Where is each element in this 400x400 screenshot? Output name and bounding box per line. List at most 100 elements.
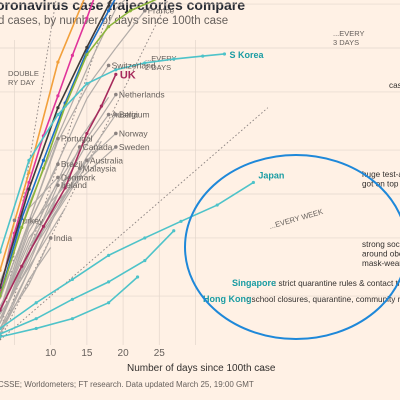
grey-series-endpoint <box>106 112 111 117</box>
highlight-ellipse <box>184 154 400 340</box>
series-label-s-korea: S Korea <box>229 50 264 60</box>
guide-label: RY DAY <box>8 78 35 87</box>
source-footnote: CSSE; Worldometers; FT research. Data up… <box>0 380 254 389</box>
series-point <box>34 301 38 305</box>
grey-series-label: Ireland <box>61 180 87 190</box>
series-line-us <box>0 0 95 291</box>
grey-series-line <box>0 138 59 311</box>
series-line-japan <box>0 181 254 330</box>
series-label-japan: Japan <box>258 170 284 180</box>
series-point <box>0 332 2 336</box>
series-point <box>27 158 31 162</box>
series-point <box>27 180 31 185</box>
series-point <box>41 158 46 162</box>
series-point <box>114 68 118 72</box>
grey-series-endpoint <box>12 218 17 223</box>
series-point <box>20 225 24 230</box>
series-label-uk: UK <box>120 69 136 81</box>
series-line-italy <box>0 0 112 288</box>
series-point <box>0 294 2 298</box>
x-tick-label: 25 <box>154 348 166 359</box>
annotation-text: : school closures, quarantine, community… <box>247 295 400 304</box>
annotation-text: mask-wearin <box>362 259 400 268</box>
series-line-chi <box>0 0 85 271</box>
series-point <box>85 82 89 86</box>
annotation-text: : strict quarantine rules & contact trac… <box>274 279 400 288</box>
grey-series-endpoint <box>56 183 60 187</box>
grey-series-label: Norway <box>119 128 149 138</box>
annotation-text: got on top of <box>362 180 400 189</box>
series-point <box>27 171 31 175</box>
series-point <box>172 57 176 61</box>
x-axis-arrow: → <box>257 363 267 374</box>
series-point <box>201 54 205 58</box>
highlighted-series-lines <box>0 0 255 339</box>
series-point <box>143 61 147 65</box>
series-point <box>41 166 46 170</box>
guide-label: DOUBLE <box>8 69 39 78</box>
series-point <box>27 187 31 191</box>
grey-series-line <box>0 96 110 311</box>
guide-label: ...EVERY <box>145 54 177 63</box>
series-point <box>85 45 89 49</box>
grey-series-line <box>0 247 52 335</box>
grey-series-label: Switzerland <box>112 60 156 70</box>
series-line-singapore <box>0 230 175 335</box>
series-point <box>107 253 111 257</box>
series-point <box>56 112 60 117</box>
guide-label: 3 DAYS <box>333 38 359 47</box>
series-point <box>0 250 2 254</box>
series-labels: GermanyFranceSwitzerlandNetherlandsAustr… <box>12 6 400 304</box>
series-point <box>0 335 2 339</box>
series-point <box>107 280 111 284</box>
grey-series-label: Turkey <box>17 215 43 225</box>
series-point <box>70 277 74 282</box>
grey-series-lines <box>0 0 146 335</box>
grey-series-endpoint <box>114 112 118 117</box>
series-point <box>85 53 89 57</box>
series-point <box>143 236 147 240</box>
series-point <box>56 94 60 98</box>
series-point <box>107 25 111 29</box>
grey-series-endpoint <box>106 63 111 68</box>
series-point <box>20 264 24 268</box>
grey-series-line <box>0 237 52 329</box>
guide-label: ...EVERY <box>333 29 365 38</box>
series-point <box>0 268 2 272</box>
x-tick-label: 10 <box>45 348 57 359</box>
series-point <box>114 72 118 76</box>
series-point <box>222 52 227 56</box>
grey-series-endpoint <box>56 162 60 166</box>
series-point <box>41 224 46 228</box>
series-point <box>172 229 176 233</box>
grey-series-line <box>0 207 66 315</box>
grey-series-line <box>0 0 126 297</box>
series-point <box>70 317 74 321</box>
series-point <box>70 53 74 57</box>
series-point <box>215 203 219 207</box>
series-point <box>56 106 60 110</box>
series-point <box>0 285 2 289</box>
grey-series-endpoint <box>48 236 53 240</box>
grey-series-label: France <box>148 6 175 16</box>
guide-label: 2 DAYS <box>145 63 171 72</box>
series-point <box>70 297 74 301</box>
grey-series-label: Brazil <box>61 159 82 169</box>
series-point <box>179 219 183 223</box>
annotation-text: strong social <box>362 240 400 249</box>
grey-series-label: Denmark <box>61 172 96 182</box>
grey-series-label: Australia <box>90 155 123 165</box>
x-tick-label: 20 <box>118 348 130 359</box>
series-point <box>85 131 89 136</box>
series-point <box>0 308 2 312</box>
annotation-text: case <box>389 81 400 90</box>
grey-series-label: Austria <box>112 110 139 120</box>
grey-series-endpoint <box>85 158 89 163</box>
series-point <box>135 275 140 279</box>
series-point <box>63 186 67 190</box>
x-tick-label: 15 <box>81 348 93 359</box>
grey-series-endpoint <box>114 131 118 136</box>
grey-series-label: Belgium <box>119 110 150 120</box>
chart-title: oronavirus case trajectories compare <box>0 0 246 13</box>
